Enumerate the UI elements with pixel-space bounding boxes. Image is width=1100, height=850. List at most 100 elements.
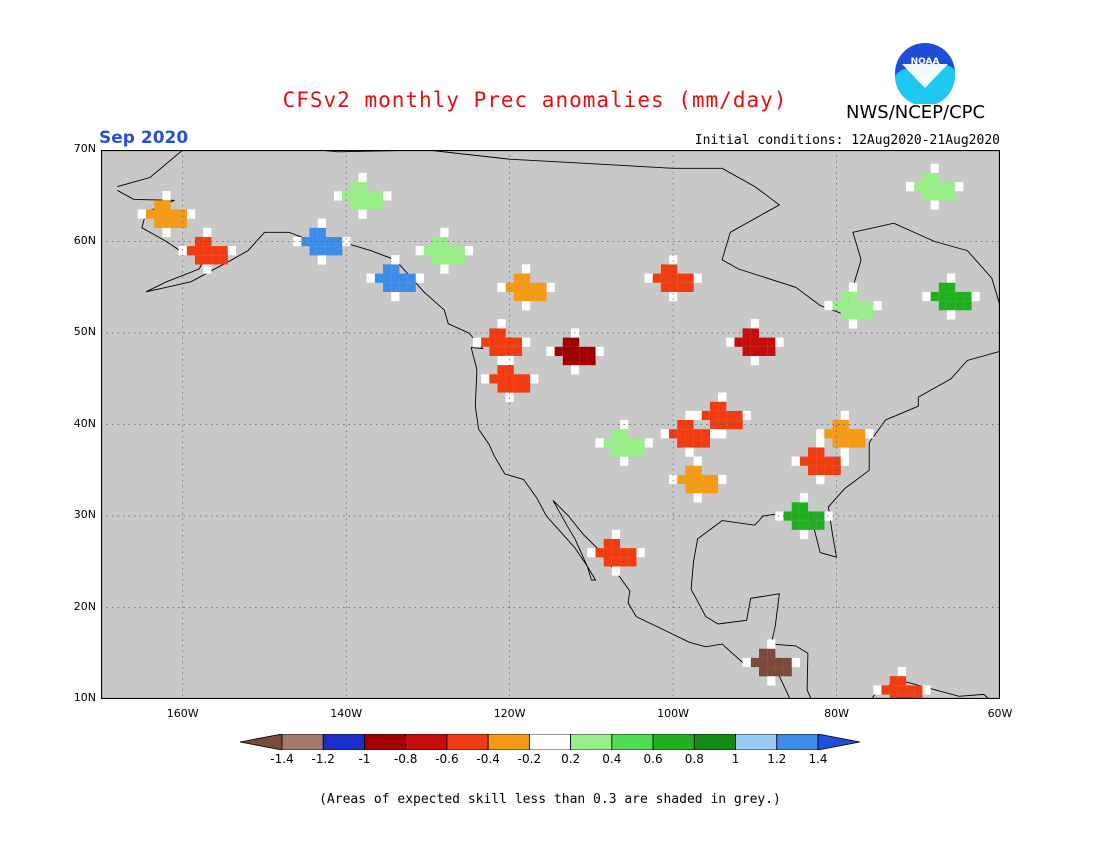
anomaly-cell (938, 301, 947, 311)
anomaly-cell (677, 429, 686, 439)
anomaly-cell (799, 456, 808, 466)
anomaly-cell (750, 657, 759, 668)
anomaly-cell (554, 346, 563, 356)
anomaly-cell (660, 282, 670, 292)
chart-title: CFSv2 monthly Prec anomalies (mm/day) (282, 88, 788, 112)
anomaly-cell (374, 191, 384, 201)
noaa-logo: NOAA (895, 43, 955, 104)
anomaly-cell (505, 346, 514, 356)
anomaly-cell (611, 548, 621, 558)
gridlines (101, 150, 1000, 699)
anomaly-cell (767, 337, 776, 347)
anomaly-cell-neutral (840, 410, 849, 420)
anomaly-cell (203, 246, 212, 256)
map-frame (101, 150, 1000, 699)
anomaly-cell-neutral (522, 301, 531, 311)
lat-label: 70N (73, 142, 96, 155)
anomaly-cell (603, 557, 612, 567)
anomaly-cell (383, 264, 392, 274)
anomaly-cell (677, 474, 686, 485)
anomaly-cell-neutral (693, 493, 702, 503)
lat-label: 40N (73, 416, 96, 430)
anomaly-cell-neutral (546, 346, 555, 356)
anomaly-cell (497, 374, 506, 384)
anomaly-cell (440, 236, 449, 247)
anomaly-cell (816, 447, 825, 457)
anomaly-cell (154, 200, 163, 210)
anomaly-cell (840, 429, 849, 439)
initial-conditions: Initial conditions: 12Aug2020-21Aug2020 (694, 133, 1000, 148)
anomaly-cell (710, 484, 719, 494)
lat-label: 50N (73, 325, 96, 338)
colorbar-high-arrow (817, 734, 860, 750)
anomaly-cell (636, 447, 645, 457)
anomaly-cell-neutral (481, 374, 490, 384)
anomaly-cell (832, 429, 841, 439)
anomaly-cell (309, 246, 318, 256)
anomaly-cell (195, 255, 204, 265)
anomaly-cell (162, 218, 171, 228)
anomaly-cell (497, 328, 506, 338)
anomaly-cell (775, 667, 784, 677)
anomaly-cell (522, 291, 531, 302)
anomaly-cell (178, 218, 187, 228)
anomaly-cell (358, 191, 367, 201)
anomaly-cell-neutral (595, 438, 604, 448)
anomaly-cell (685, 438, 694, 448)
anomaly-cell-neutral (227, 246, 236, 256)
anomaly-cell (317, 246, 326, 256)
anomaly-cell (914, 182, 923, 192)
anomaly-cell (636, 438, 645, 448)
anomaly-cell (857, 429, 866, 439)
colorbar-segment (611, 734, 654, 750)
anomaly-cell-neutral (718, 429, 727, 439)
lon-label: 60W (987, 707, 1013, 720)
anomaly-cell (391, 264, 400, 274)
anomaly-cell (832, 456, 841, 466)
anomaly-cell (620, 557, 629, 567)
anomaly-cell (742, 346, 751, 356)
lon-label: 80W (824, 707, 849, 720)
anomaly-cell (579, 346, 588, 356)
anomaly-cell (399, 273, 408, 283)
anomaly-cell (750, 328, 759, 338)
anomaly-cell-neutral (669, 292, 678, 302)
anomaly-cell (178, 209, 187, 219)
colorbar-tick-label: -0.8 (393, 752, 418, 766)
anomaly-cell-neutral (816, 429, 825, 439)
anomaly-cell (513, 383, 522, 393)
anomaly-cell (562, 356, 571, 366)
anomaly-cell (701, 410, 710, 421)
anomaly-cell-neutral (660, 429, 669, 439)
anomaly-cell (791, 520, 800, 530)
anomaly-cell (718, 410, 727, 421)
anomaly-cell (203, 255, 212, 265)
anomaly-cell (824, 456, 833, 466)
anomaly-cell (767, 648, 776, 658)
anomaly-cell (947, 191, 956, 201)
colorbar-tick-label: -0.4 (476, 752, 500, 766)
anomaly-cell (840, 438, 849, 448)
anomaly-cell (906, 694, 915, 699)
anomaly-cell (922, 172, 931, 183)
anomaly-cell (685, 465, 694, 475)
anomaly-cell (947, 291, 956, 302)
anomaly-cell-neutral (799, 529, 809, 540)
colorbar-segment (281, 734, 324, 750)
anomaly-cell (628, 557, 637, 567)
anomaly-cell (759, 657, 768, 668)
anomaly-cell (489, 374, 498, 384)
anomaly-cell (170, 218, 179, 228)
anomaly-cell (350, 182, 359, 192)
anomaly-cell-neutral (955, 182, 964, 192)
anomaly-cell-neutral (685, 447, 694, 457)
anomaly-cell-neutral (930, 163, 939, 173)
colorbar-segment (364, 734, 407, 750)
anomaly-cell (947, 301, 956, 311)
anomaly-cell-neutral (366, 273, 375, 283)
anomaly-cell (489, 346, 498, 356)
anomaly-cell-neutral (922, 685, 931, 695)
anomaly-cell-neutral (644, 273, 653, 283)
anomaly-cell (366, 200, 375, 210)
anomaly-cell (669, 264, 678, 274)
